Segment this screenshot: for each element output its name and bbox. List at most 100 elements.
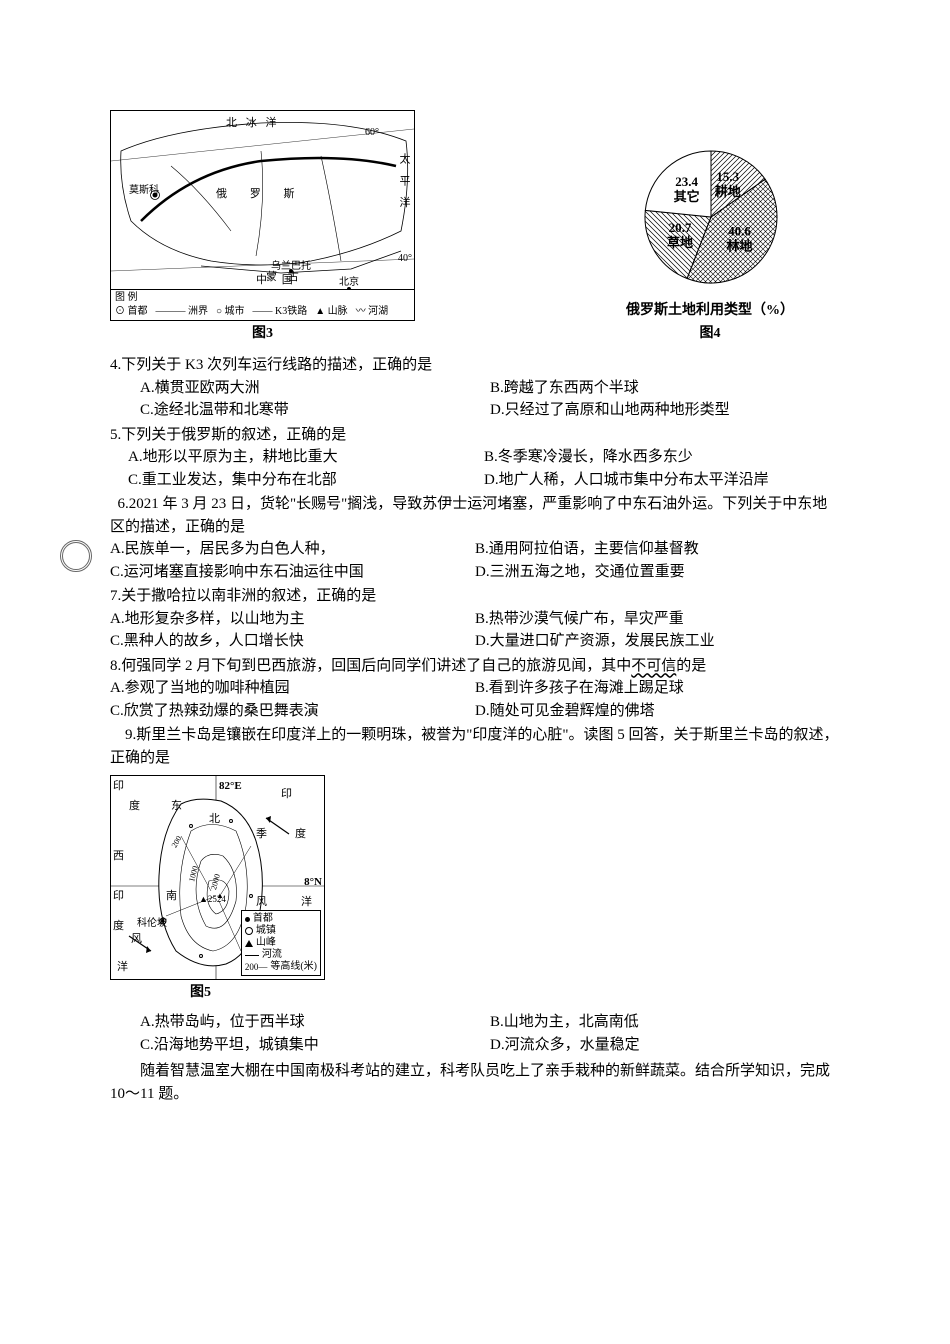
figure-3: 北 冰 洋 太 平 洋 俄 罗 斯 莫斯科 乌兰巴托 北京 蒙 古 中 国 40… [110,110,415,344]
fig3-caption: 图3 [110,323,415,344]
label-arctic-ocean: 北 冰 洋 [226,115,280,132]
question-8: 8.何强同学 2 月下旬到巴西旅游，回国后向同学们讲述了自己的旅游见闻，其中不可… [110,655,840,723]
pie-title: 俄罗斯土地利用类型（%） [626,300,794,321]
lbl-ne1: 印 [281,786,292,803]
q9-d: D.河流众多，水量稳定 [490,1034,840,1057]
legend-rail: —— K3铁路 [253,306,308,318]
svg-text:其它: 其它 [673,189,699,204]
leg5-peak: 山峰 [256,937,276,949]
label-china: 中 国 [256,272,299,289]
lbl-wind2: 风 [131,931,142,948]
legend-river: 〰 河湖 [356,306,389,318]
q9-a: A.热带岛屿，位于西半球 [140,1011,490,1034]
svg-text:20.7: 20.7 [668,220,691,235]
q6-a: A.民族单一，居民多为白色人种， [110,538,475,561]
svg-text:40.6: 40.6 [728,223,751,238]
q7-a: A.地形复杂多样，以山地为主 [110,608,475,631]
q5-c: C.重工业发达，集中分布在北部 [128,469,484,492]
q8-d: D.随处可见金碧辉煌的佛塔 [475,700,840,723]
question-5: 5.下列关于俄罗斯的叙述，正确的是 A.地形以平原为主，耕地比重大 B.冬季寒冷… [110,424,840,492]
label-lat40: 40° [398,251,412,266]
label-lat60: 60° [365,125,379,140]
q9-options: A.热带岛屿，位于西半球 B.山地为主，北高南低 C.沿海地势平坦，城镇集中 D… [110,1011,840,1056]
q6-c: C.运河堵塞直接影响中东石油运往中国 [110,561,475,584]
q7-d: D.大量进口矿产资源，发展民族工业 [475,630,840,653]
lbl-east: 东 [171,798,182,815]
q6-d: D.三洲五海之地，交通位置重要 [475,561,840,584]
legend-city: ○ 城市 [216,306,245,318]
q8-c: C.欣赏了热辣劲爆的桑巴舞表演 [110,700,475,723]
q6-b: B.通用阿拉伯语，主要信仰基督教 [475,538,840,561]
lbl-north: 北 [209,811,220,828]
q8-stem-pre: 8.何强同学 2 月下旬到巴西旅游，回国后向同学们讲述了自己的旅游见闻，其中 [110,658,631,674]
q8-stem-post: 的是 [676,658,706,674]
q4-c: C.途经北温带和北寒带 [140,399,490,422]
q10-11-intro: 随着智慧温室大棚在中国南极科考站的建立，科考队员吃上了亲手栽种的新鲜蔬菜。结合所… [110,1060,840,1105]
label-pacific-ocean: 太 平 洋 [396,153,413,212]
q7-c: C.黑种人的故乡，人口增长快 [110,630,475,653]
q7-stem: 7.关于撒哈拉以南非洲的叙述，正确的是 [110,585,840,608]
q9-b: B.山地为主，北高南低 [490,1011,840,1034]
leg5-town: 城镇 [256,925,276,937]
figures-row: 北 冰 洋 太 平 洋 俄 罗 斯 莫斯科 乌兰巴托 北京 蒙 古 中 国 40… [110,110,840,344]
svg-text:林地: 林地 [726,238,752,253]
q5-d: D.地广人稀，人口城市集中分布太平洋沿岸 [484,469,840,492]
map5-legend: 首都 城镇 山峰 河流 200—等高线(米) [241,910,321,976]
legend-capital: ⊙ 首都 [115,306,148,318]
q8-underline: 不可信 [631,658,676,674]
lbl-wind: 风 [256,894,267,911]
q5-b: B.冬季寒冷漫长，降水西多东少 [484,446,840,469]
lbl-ne3: 洋 [301,894,312,911]
leg5-capital: 首都 [253,913,273,925]
question-4: 4.下列关于 K3 次列车运行线路的描述，正确的是 A.横贯亚欧两大洲 B.跨越… [110,354,840,422]
lbl-nw1: 印 [113,778,124,795]
label-moscow: 莫斯科 [129,183,159,198]
lbl-season: 季 [256,826,267,843]
lbl-sw1: 印 [113,888,124,905]
lbl-colombo: 科伦坡 [137,916,167,931]
lbl-sw2: 度 [113,918,124,935]
svg-text:草地: 草地 [667,235,693,250]
lbl-peak: ▲2524 [199,893,226,907]
lbl-ne2: 度 [295,826,306,843]
q4-b: B.跨越了东西两个半球 [490,377,840,400]
page-content: 北 冰 洋 太 平 洋 俄 罗 斯 莫斯科 乌兰巴托 北京 蒙 古 中 国 40… [0,0,950,1167]
map3-legend: 图 例 ⊙ 首都 ——— 洲界 ○ 城市 —— K3铁路 ▲ 山脉 〰 河湖 [110,290,415,321]
map-russia: 北 冰 洋 太 平 洋 俄 罗 斯 莫斯科 乌兰巴托 北京 蒙 古 中 国 40… [110,110,415,290]
lbl-lon: 82°E [219,778,242,795]
legend-mountain: ▲ 山脉 [315,306,347,318]
lbl-south: 南 [166,888,177,905]
q5-a: A.地形以平原为主，耕地比重大 [128,446,484,469]
q8-b: B.看到许多孩子在海滩上踢足球 [475,677,840,700]
legend-title: 图 例 [115,292,410,304]
lbl-lat: 8°N [304,874,322,891]
q5-stem: 5.下列关于俄罗斯的叙述，正确的是 [110,424,840,447]
q9-stem: 9.斯里兰卡岛是镶嵌在印度洋上的一颗明珠，被誉为"印度洋的心脏"。读图 5 回答… [110,724,840,769]
leg5-contour-sym: 200— [245,962,268,973]
pie-chart: 15.3耕地40.6林地20.7草地23.4其它 [623,139,798,294]
fig5-caption: 图5 [110,982,325,1003]
label-russia: 俄 罗 斯 [216,186,305,203]
q7-b: B.热带沙漠气候广布，旱灾严重 [475,608,840,631]
q8-a: A.参观了当地的咖啡种植园 [110,677,475,700]
q4-d: D.只经过了高原和山地两种地形类型 [490,399,840,422]
legend-border: ——— 洲界 [156,306,209,318]
page-stamp [60,540,92,572]
q4-stem: 4.下列关于 K3 次列车运行线路的描述，正确的是 [110,354,840,377]
leg5-contour: 等高线(米) [270,961,317,973]
q9-c: C.沿海地势平坦，城镇集中 [140,1034,490,1057]
q8-stem: 8.何强同学 2 月下旬到巴西旅游，回国后向同学们讲述了自己的旅游见闻，其中不可… [110,655,840,678]
q4-a: A.横贯亚欧两大洲 [140,377,490,400]
question-7: 7.关于撒哈拉以南非洲的叙述，正确的是 A.地形复杂多样，以山地为主 B.热带沙… [110,585,840,653]
q6-stem: 6.2021 年 3 月 23 日，货轮"长赐号"搁浅，导致苏伊士运河堵塞，严重… [110,493,840,538]
map-srilanka: ▲ 印 度 82°E 印 度 洋 东 北 西 8°N 南 印 季 风 度 科伦坡… [110,775,325,980]
label-beijing: 北京 [339,275,359,290]
svg-text:23.4: 23.4 [675,174,698,189]
svg-text:15.3: 15.3 [716,169,739,184]
lbl-ocean-s: 洋 [117,959,128,976]
lbl-nw2: 度 [129,798,140,815]
lbl-west: 西 [113,848,124,865]
leg5-river: 河流 [262,949,282,961]
figure-4: 15.3耕地40.6林地20.7草地23.4其它 俄罗斯土地利用类型（%） 图4 [580,139,840,344]
figure-5: ▲ 印 度 82°E 印 度 洋 东 北 西 8°N 南 印 季 风 度 科伦坡… [110,775,325,1003]
